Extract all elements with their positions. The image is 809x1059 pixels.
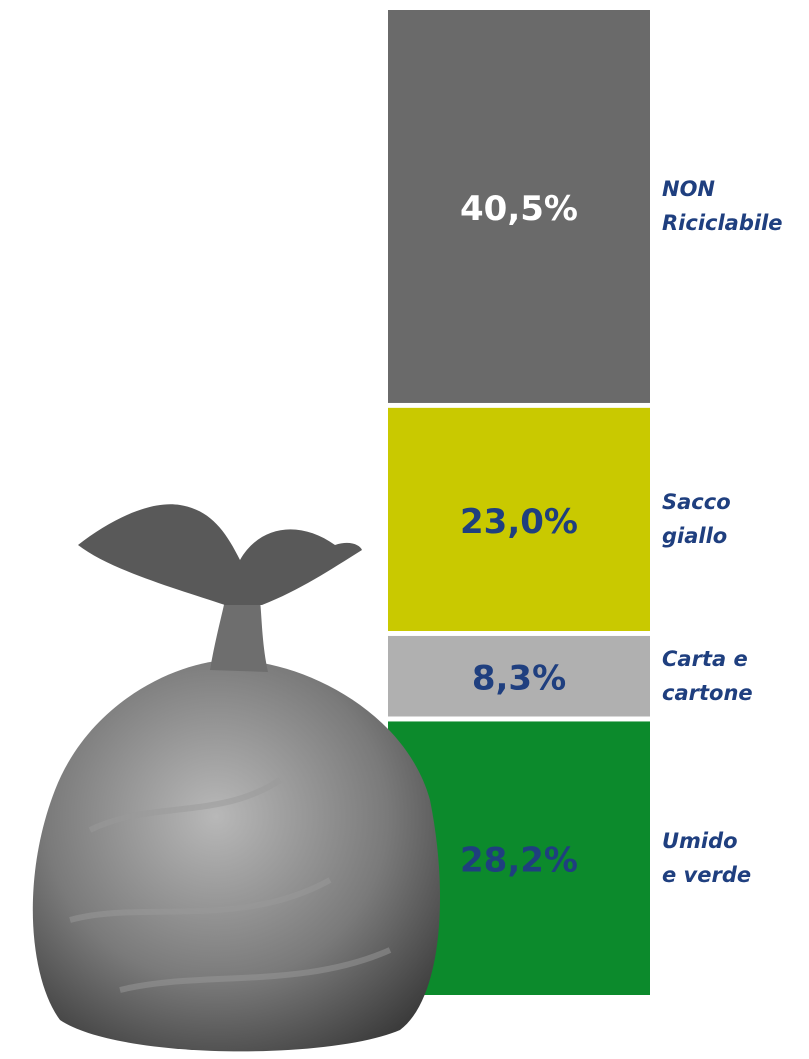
bar-segment-shade — [388, 635, 650, 717]
bag-tuft — [78, 504, 362, 605]
bar-group — [388, 10, 650, 995]
bar-segment-shade — [388, 10, 650, 403]
bar-segment-shade — [388, 407, 650, 631]
legend-label: Sacco giallo — [662, 490, 731, 549]
bag-body — [32, 660, 441, 1052]
value-label-group: 28,2% 8,3% 23,0% 40,5% — [460, 189, 578, 881]
legend-label: Carta e cartone — [662, 647, 753, 706]
legend-label: NON Riciclabile — [662, 177, 783, 236]
bag-folds — [69, 777, 392, 993]
legend-label: Umido e verde — [662, 829, 752, 888]
value-label: 28,2% — [460, 841, 578, 881]
value-label: 23,0% — [460, 502, 578, 542]
value-label: 8,3% — [472, 659, 566, 699]
value-label: 40,5% — [460, 189, 578, 229]
bag-neck — [210, 600, 268, 672]
trash-bag-illustration — [32, 504, 441, 1052]
